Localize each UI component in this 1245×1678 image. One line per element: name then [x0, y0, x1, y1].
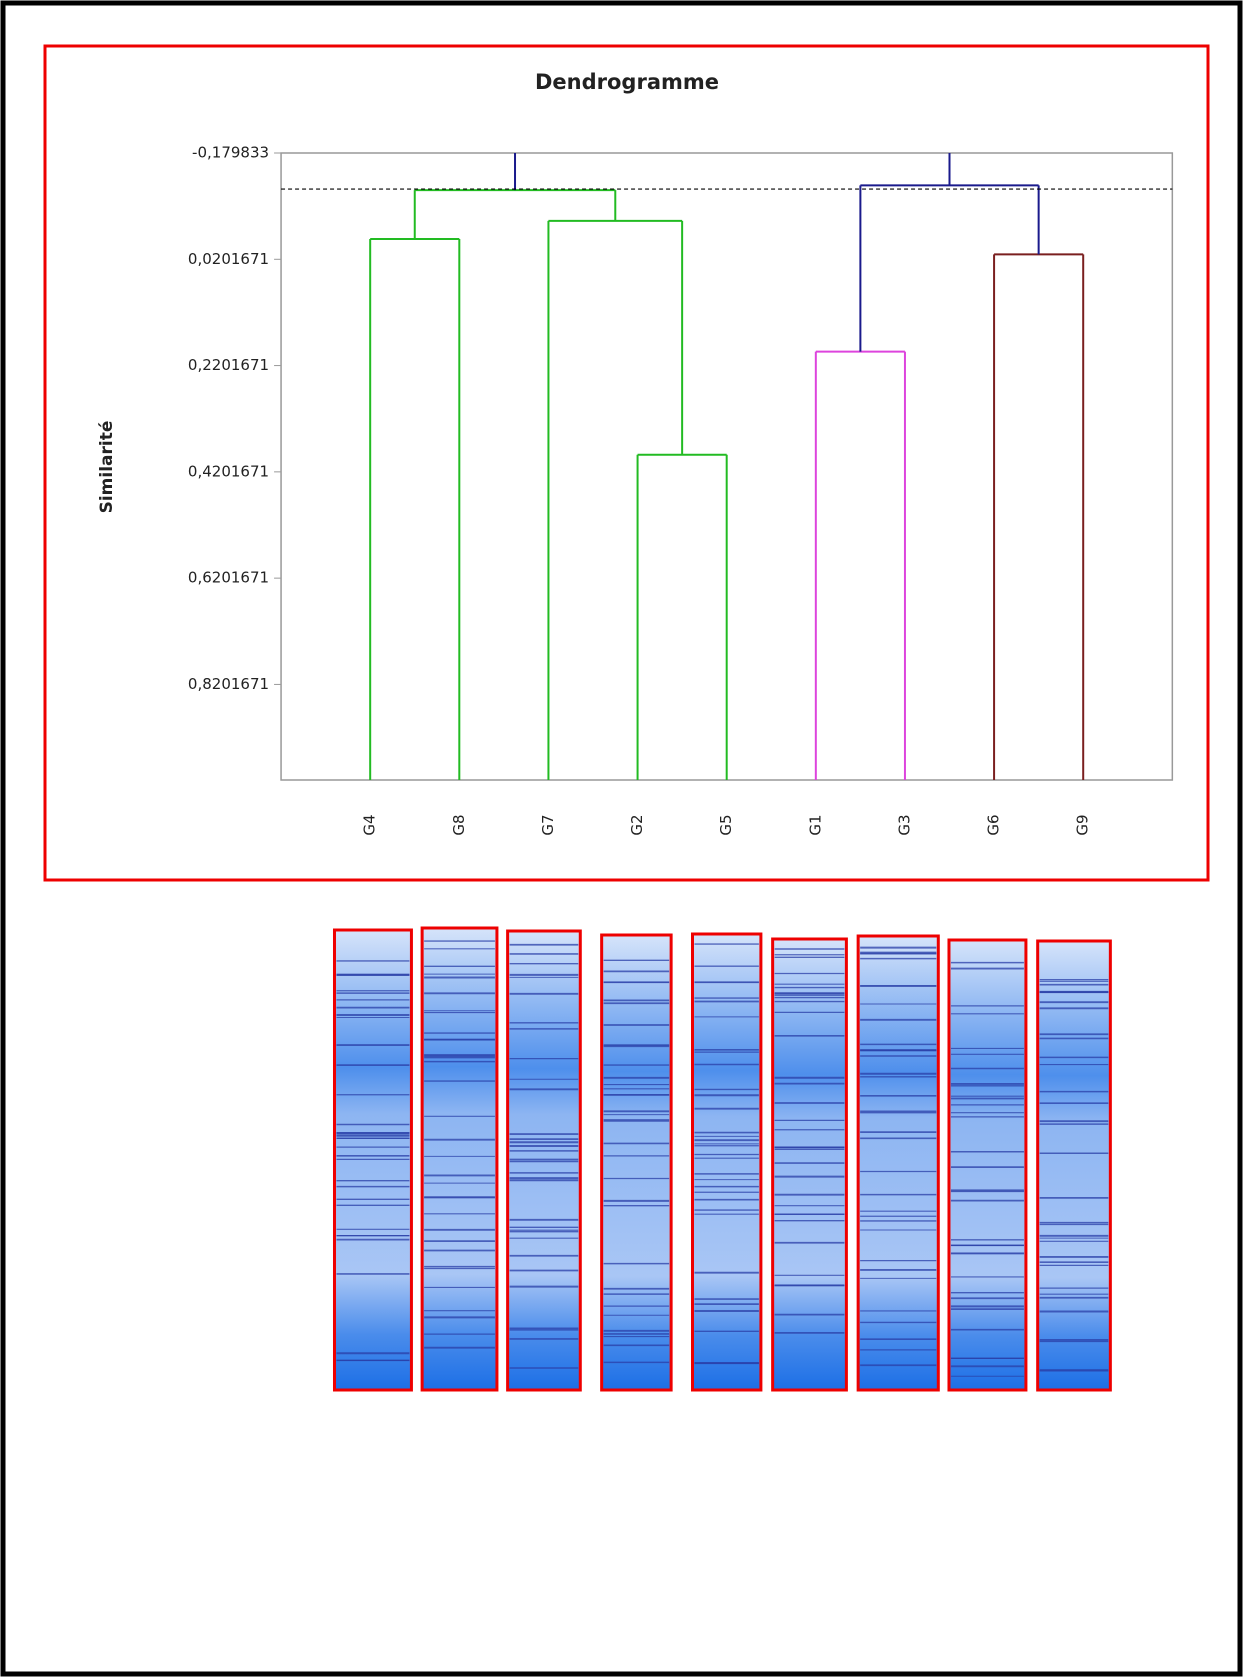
y-tick-label: -0,179833 [192, 144, 269, 162]
x-tick-label: G9 [1074, 814, 1092, 835]
x-tick-label: G5 [717, 814, 735, 835]
y-tick-label: 0,0201671 [188, 250, 269, 268]
x-tick-label: G3 [895, 814, 913, 835]
x-tick-label: G7 [539, 814, 557, 835]
x-tick-label: G4 [361, 814, 379, 835]
gel-lane [773, 939, 847, 1390]
gel-lane [422, 928, 497, 1390]
y-axis-label: Similarité [97, 421, 117, 514]
y-tick-label: 0,8201671 [188, 675, 269, 693]
y-tick-label: 0,2201671 [188, 356, 269, 374]
x-tick-label: G8 [450, 814, 468, 835]
chart-title: Dendrogramme [535, 70, 719, 94]
gel-lane [508, 931, 581, 1390]
gel-lane [334, 930, 411, 1390]
x-tick-label: G1 [806, 814, 824, 835]
figure: Dendrogramme Similarité -0,179833 0,02016… [0, 0, 1245, 1678]
y-tick-label: 0,4201671 [188, 462, 269, 480]
x-tick-label: G2 [628, 814, 646, 835]
gel-lane [692, 934, 760, 1390]
gel-lane [949, 940, 1026, 1390]
gel-lanes [334, 928, 1110, 1390]
x-tick-label: G6 [985, 814, 1003, 835]
y-tick-label: 0,6201671 [188, 569, 269, 587]
